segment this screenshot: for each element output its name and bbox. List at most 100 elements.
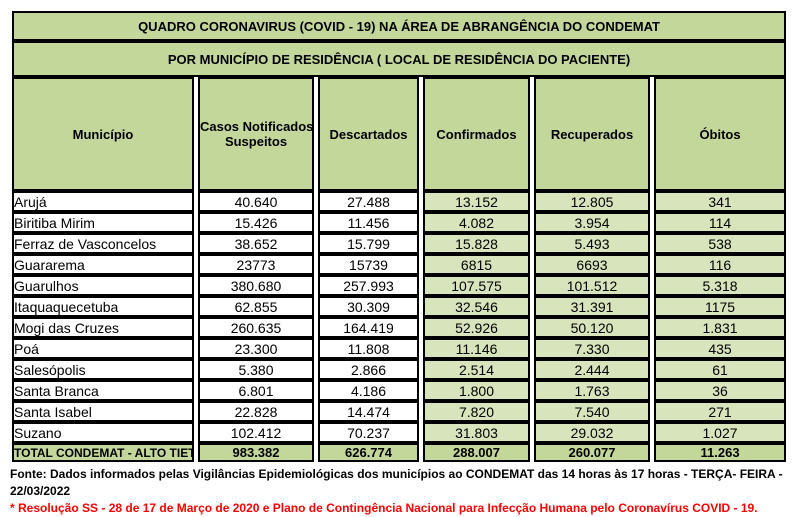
recuperados-cell: 2.444 — [534, 359, 650, 380]
footnote-resolution: * Resolução SS - 28 de 17 de Março de 20… — [10, 501, 758, 515]
obitos-cell: 36 — [654, 380, 787, 401]
page-title: QUADRO CORONAVIRUS (COVID - 19) NA ÁREA … — [12, 11, 787, 41]
casos-cell: 6.801 — [198, 380, 314, 401]
table-row: Guarulhos 380.680 257.993 107.575 101.51… — [12, 275, 787, 296]
obitos-cell: 5.318 — [654, 275, 787, 296]
subtitle-row: POR MUNICÍPIO DE RESIDÊNCIA ( LOCAL DE R… — [12, 41, 787, 77]
table-row: Santa Branca 6.801 4.186 1.800 1.763 36 — [12, 380, 787, 401]
municipality-cell: Poá — [12, 338, 194, 359]
municipality-cell: Suzano — [12, 422, 194, 443]
table-row: Mogi das Cruzes 260.635 164.419 52.926 5… — [12, 317, 787, 338]
obitos-cell: 1.831 — [654, 317, 787, 338]
total-casos: 983.382 — [198, 443, 314, 462]
total-row: TOTAL CONDEMAT - ALTO TIETÊ 983.382 626.… — [12, 443, 787, 462]
confirmados-cell: 32.546 — [423, 296, 530, 317]
municipality-cell: Santa Branca — [12, 380, 194, 401]
recuperados-cell: 1.763 — [534, 380, 650, 401]
municipality-cell: Itaquaquecetuba — [12, 296, 194, 317]
obitos-cell: 1175 — [654, 296, 787, 317]
confirmados-cell: 4.082 — [423, 212, 530, 233]
municipality-cell: Santa Isabel — [12, 401, 194, 422]
descartados-cell: 27.488 — [318, 191, 419, 212]
column-header-municipio: Município — [12, 77, 194, 191]
title-row: QUADRO CORONAVIRUS (COVID - 19) NA ÁREA … — [12, 11, 787, 41]
confirmados-cell: 13.152 — [423, 191, 530, 212]
obitos-cell: 114 — [654, 212, 787, 233]
total-recuperados: 260.077 — [534, 443, 650, 462]
municipality-cell: Ferraz de Vasconcelos — [12, 233, 194, 254]
casos-cell: 40.640 — [198, 191, 314, 212]
descartados-cell: 11.456 — [318, 212, 419, 233]
page-subtitle: POR MUNICÍPIO DE RESIDÊNCIA ( LOCAL DE R… — [12, 41, 787, 77]
descartados-cell: 164.419 — [318, 317, 419, 338]
column-header-row: Município Casos Notificados/ Suspeitos D… — [12, 77, 787, 191]
confirmados-cell: 6815 — [423, 254, 530, 275]
table-row: Salesópolis 5.380 2.866 2.514 2.444 61 — [12, 359, 787, 380]
recuperados-cell: 5.493 — [534, 233, 650, 254]
casos-cell: 23.300 — [198, 338, 314, 359]
confirmados-cell: 31.803 — [423, 422, 530, 443]
casos-cell: 15.426 — [198, 212, 314, 233]
confirmados-cell: 2.514 — [423, 359, 530, 380]
total-descartados: 626.774 — [318, 443, 419, 462]
recuperados-cell: 12.805 — [534, 191, 650, 212]
footnote-source: Fonte: Dados informados pelas Vigilância… — [10, 467, 783, 498]
municipality-cell: Guarulhos — [12, 275, 194, 296]
municipality-cell: Guararema — [12, 254, 194, 275]
total-confirmados: 288.007 — [423, 443, 530, 462]
obitos-cell: 538 — [654, 233, 787, 254]
casos-cell: 23773 — [198, 254, 314, 275]
total-label: TOTAL CONDEMAT - ALTO TIETÊ — [12, 443, 194, 462]
casos-cell: 5.380 — [198, 359, 314, 380]
footnotes: Fonte: Dados informados pelas Vigilância… — [10, 466, 790, 517]
covid-report-sheet: QUADRO CORONAVIRUS (COVID - 19) NA ÁREA … — [8, 11, 790, 517]
recuperados-cell: 6693 — [534, 254, 650, 275]
municipality-cell: Arujá — [12, 191, 194, 212]
column-header-casos-line2: Suspeitos — [224, 134, 288, 149]
obitos-cell: 435 — [654, 338, 787, 359]
recuperados-cell: 7.540 — [534, 401, 650, 422]
confirmados-cell: 15.828 — [423, 233, 530, 254]
descartados-cell: 15739 — [318, 254, 419, 275]
descartados-cell: 4.186 — [318, 380, 419, 401]
obitos-cell: 116 — [654, 254, 787, 275]
table-row: Itaquaquecetuba 62.855 30.309 32.546 31.… — [12, 296, 787, 317]
obitos-cell: 271 — [654, 401, 787, 422]
confirmados-cell: 52.926 — [423, 317, 530, 338]
table-row: Guararema 23773 15739 6815 6693 116 — [12, 254, 787, 275]
descartados-cell: 11.808 — [318, 338, 419, 359]
municipality-cell: Mogi das Cruzes — [12, 317, 194, 338]
descartados-cell: 70.237 — [318, 422, 419, 443]
descartados-cell: 30.309 — [318, 296, 419, 317]
covid-table: QUADRO CORONAVIRUS (COVID - 19) NA ÁREA … — [8, 11, 790, 462]
municipality-cell: Biritiba Mirim — [12, 212, 194, 233]
descartados-cell: 15.799 — [318, 233, 419, 254]
descartados-cell: 2.866 — [318, 359, 419, 380]
confirmados-cell: 1.800 — [423, 380, 530, 401]
obitos-cell: 61 — [654, 359, 787, 380]
column-header-recuperados: Recuperados — [534, 77, 650, 191]
confirmados-cell: 7.820 — [423, 401, 530, 422]
descartados-cell: 257.993 — [318, 275, 419, 296]
total-obitos: 11.263 — [654, 443, 787, 462]
municipality-cell: Salesópolis — [12, 359, 194, 380]
table-row: Biritiba Mirim 15.426 11.456 4.082 3.954… — [12, 212, 787, 233]
casos-cell: 62.855 — [198, 296, 314, 317]
column-header-casos: Casos Notificados/ Suspeitos — [198, 77, 314, 191]
casos-cell: 38.652 — [198, 233, 314, 254]
recuperados-cell: 50.120 — [534, 317, 650, 338]
table-row: Arujá 40.640 27.488 13.152 12.805 341 — [12, 191, 787, 212]
column-header-confirmados: Confirmados — [423, 77, 530, 191]
obitos-cell: 341 — [654, 191, 787, 212]
casos-cell: 102.412 — [198, 422, 314, 443]
recuperados-cell: 3.954 — [534, 212, 650, 233]
casos-cell: 260.635 — [198, 317, 314, 338]
obitos-cell: 1.027 — [654, 422, 787, 443]
table-row: Ferraz de Vasconcelos 38.652 15.799 15.8… — [12, 233, 787, 254]
descartados-cell: 14.474 — [318, 401, 419, 422]
casos-cell: 380.680 — [198, 275, 314, 296]
column-header-descartados: Descartados — [318, 77, 419, 191]
table-row: Poá 23.300 11.808 11.146 7.330 435 — [12, 338, 787, 359]
recuperados-cell: 7.330 — [534, 338, 650, 359]
column-header-casos-line1: Casos Notificados/ — [200, 119, 314, 134]
